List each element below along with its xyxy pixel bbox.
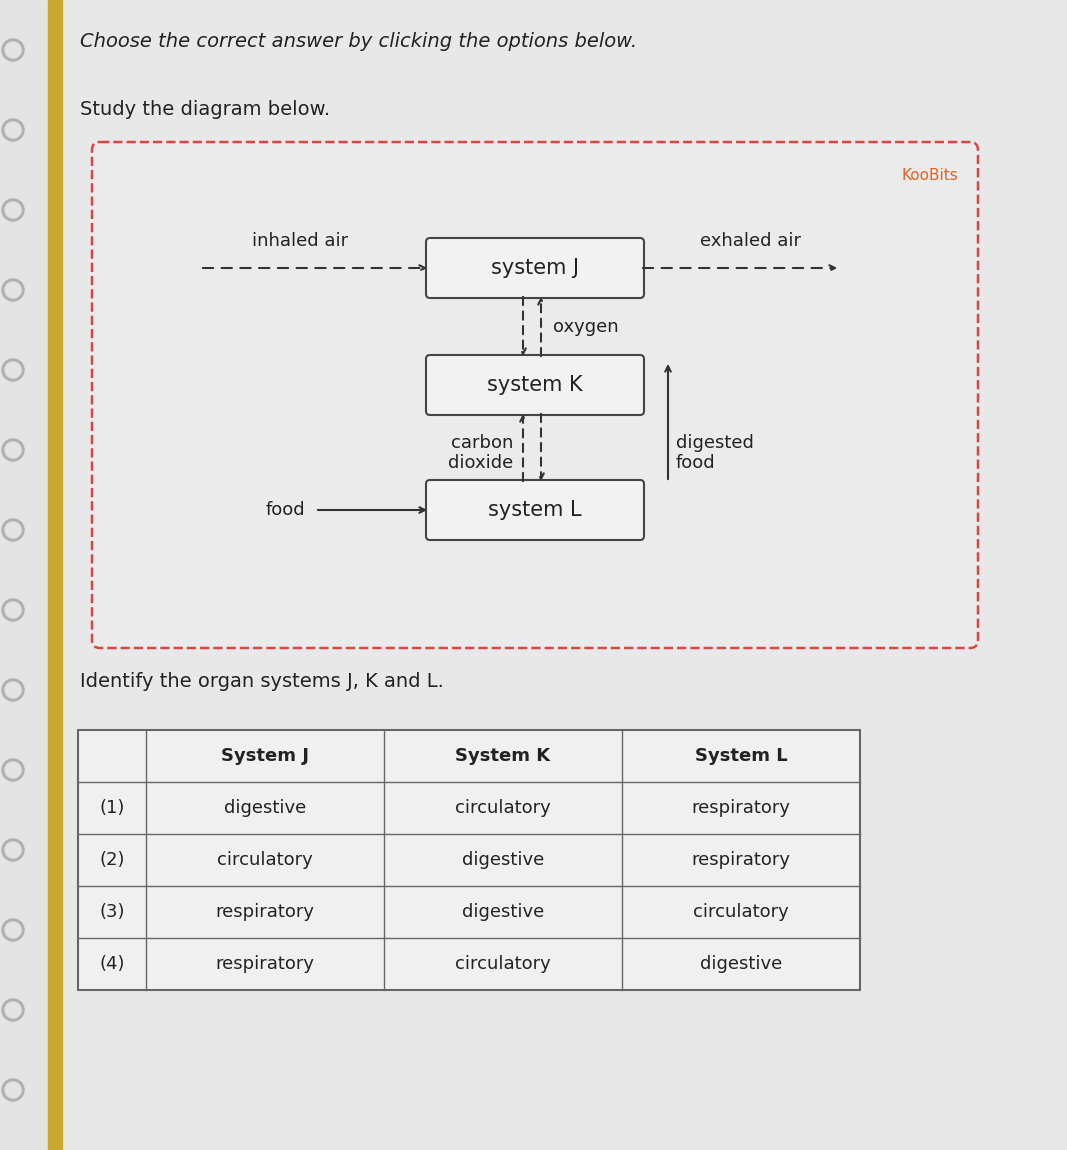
Circle shape	[2, 118, 23, 141]
Text: digestive: digestive	[700, 954, 782, 973]
Circle shape	[5, 762, 21, 779]
Text: food: food	[676, 454, 716, 473]
Text: carbon: carbon	[450, 434, 513, 452]
Text: System K: System K	[456, 748, 551, 765]
Text: (4): (4)	[99, 954, 125, 973]
Circle shape	[2, 1079, 23, 1101]
Text: digested: digested	[676, 434, 754, 452]
Circle shape	[5, 282, 21, 298]
FancyBboxPatch shape	[426, 480, 644, 540]
Text: circulatory: circulatory	[456, 799, 551, 816]
Text: circulatory: circulatory	[456, 954, 551, 973]
Circle shape	[5, 1082, 21, 1098]
Text: Identify the organ systems J, K and L.: Identify the organ systems J, K and L.	[80, 672, 444, 691]
Text: oxygen: oxygen	[553, 317, 619, 336]
Text: Study the diagram below.: Study the diagram below.	[80, 100, 330, 118]
Circle shape	[2, 919, 23, 941]
Text: respiratory: respiratory	[691, 851, 791, 869]
Circle shape	[5, 922, 21, 938]
Text: circulatory: circulatory	[217, 851, 313, 869]
Circle shape	[2, 840, 23, 861]
Text: system L: system L	[489, 500, 582, 520]
Circle shape	[5, 362, 21, 378]
FancyBboxPatch shape	[426, 238, 644, 298]
Circle shape	[5, 601, 21, 618]
Text: Choose the correct answer by clicking the options below.: Choose the correct answer by clicking th…	[80, 32, 637, 51]
Text: circulatory: circulatory	[694, 903, 789, 921]
Circle shape	[2, 999, 23, 1021]
Text: system J: system J	[491, 258, 579, 278]
Circle shape	[5, 522, 21, 538]
Circle shape	[5, 1002, 21, 1018]
Text: System J: System J	[221, 748, 309, 765]
Circle shape	[2, 359, 23, 381]
Circle shape	[2, 439, 23, 461]
Circle shape	[2, 279, 23, 301]
Circle shape	[2, 678, 23, 702]
Circle shape	[2, 199, 23, 221]
Circle shape	[5, 202, 21, 218]
Text: digestive: digestive	[462, 903, 544, 921]
Text: inhaled air: inhaled air	[252, 232, 348, 250]
FancyBboxPatch shape	[92, 141, 978, 647]
Circle shape	[5, 43, 21, 58]
Text: (2): (2)	[99, 851, 125, 869]
Text: dioxide: dioxide	[448, 454, 513, 473]
Bar	[78, 730, 860, 990]
Circle shape	[5, 682, 21, 698]
Circle shape	[2, 759, 23, 781]
Text: system K: system K	[488, 375, 583, 394]
Text: digestive: digestive	[224, 799, 306, 816]
Bar	[48, 0, 62, 1150]
Circle shape	[2, 519, 23, 540]
Circle shape	[5, 442, 21, 458]
Text: food: food	[266, 501, 305, 519]
Text: KooBits: KooBits	[902, 168, 958, 183]
Text: respiratory: respiratory	[216, 954, 315, 973]
Text: System L: System L	[695, 748, 787, 765]
Text: respiratory: respiratory	[691, 799, 791, 816]
Circle shape	[5, 122, 21, 138]
FancyBboxPatch shape	[426, 355, 644, 415]
Text: exhaled air: exhaled air	[700, 232, 800, 250]
Text: (3): (3)	[99, 903, 125, 921]
Text: digestive: digestive	[462, 851, 544, 869]
Text: respiratory: respiratory	[216, 903, 315, 921]
Circle shape	[5, 842, 21, 858]
Circle shape	[2, 39, 23, 61]
Text: (1): (1)	[99, 799, 125, 816]
Circle shape	[2, 599, 23, 621]
